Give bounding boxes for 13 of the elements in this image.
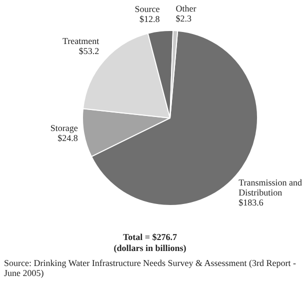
- data-label: $12.8: [139, 14, 160, 24]
- slice-label: Storage: [50, 123, 78, 134]
- text: Total = $276.7: [122, 232, 178, 243]
- data-label: $2.3: [176, 14, 192, 24]
- source-note: Source: Drinking Water Infrastructure Needs Survey & Assessment (3rd Report - June 2005): [3, 257, 298, 278]
- data-label: $183.6: [238, 197, 264, 208]
- slice-label: Other: [176, 4, 196, 14]
- data-label: $24.8: [58, 133, 78, 144]
- slice-label: Treatment: [62, 36, 100, 46]
- slice-label: Transmission and Distribution: [238, 177, 302, 198]
- data-label: $53.2: [78, 46, 100, 56]
- text: (dollars in billions): [112, 243, 188, 254]
- slice-label: Source: [134, 4, 160, 14]
